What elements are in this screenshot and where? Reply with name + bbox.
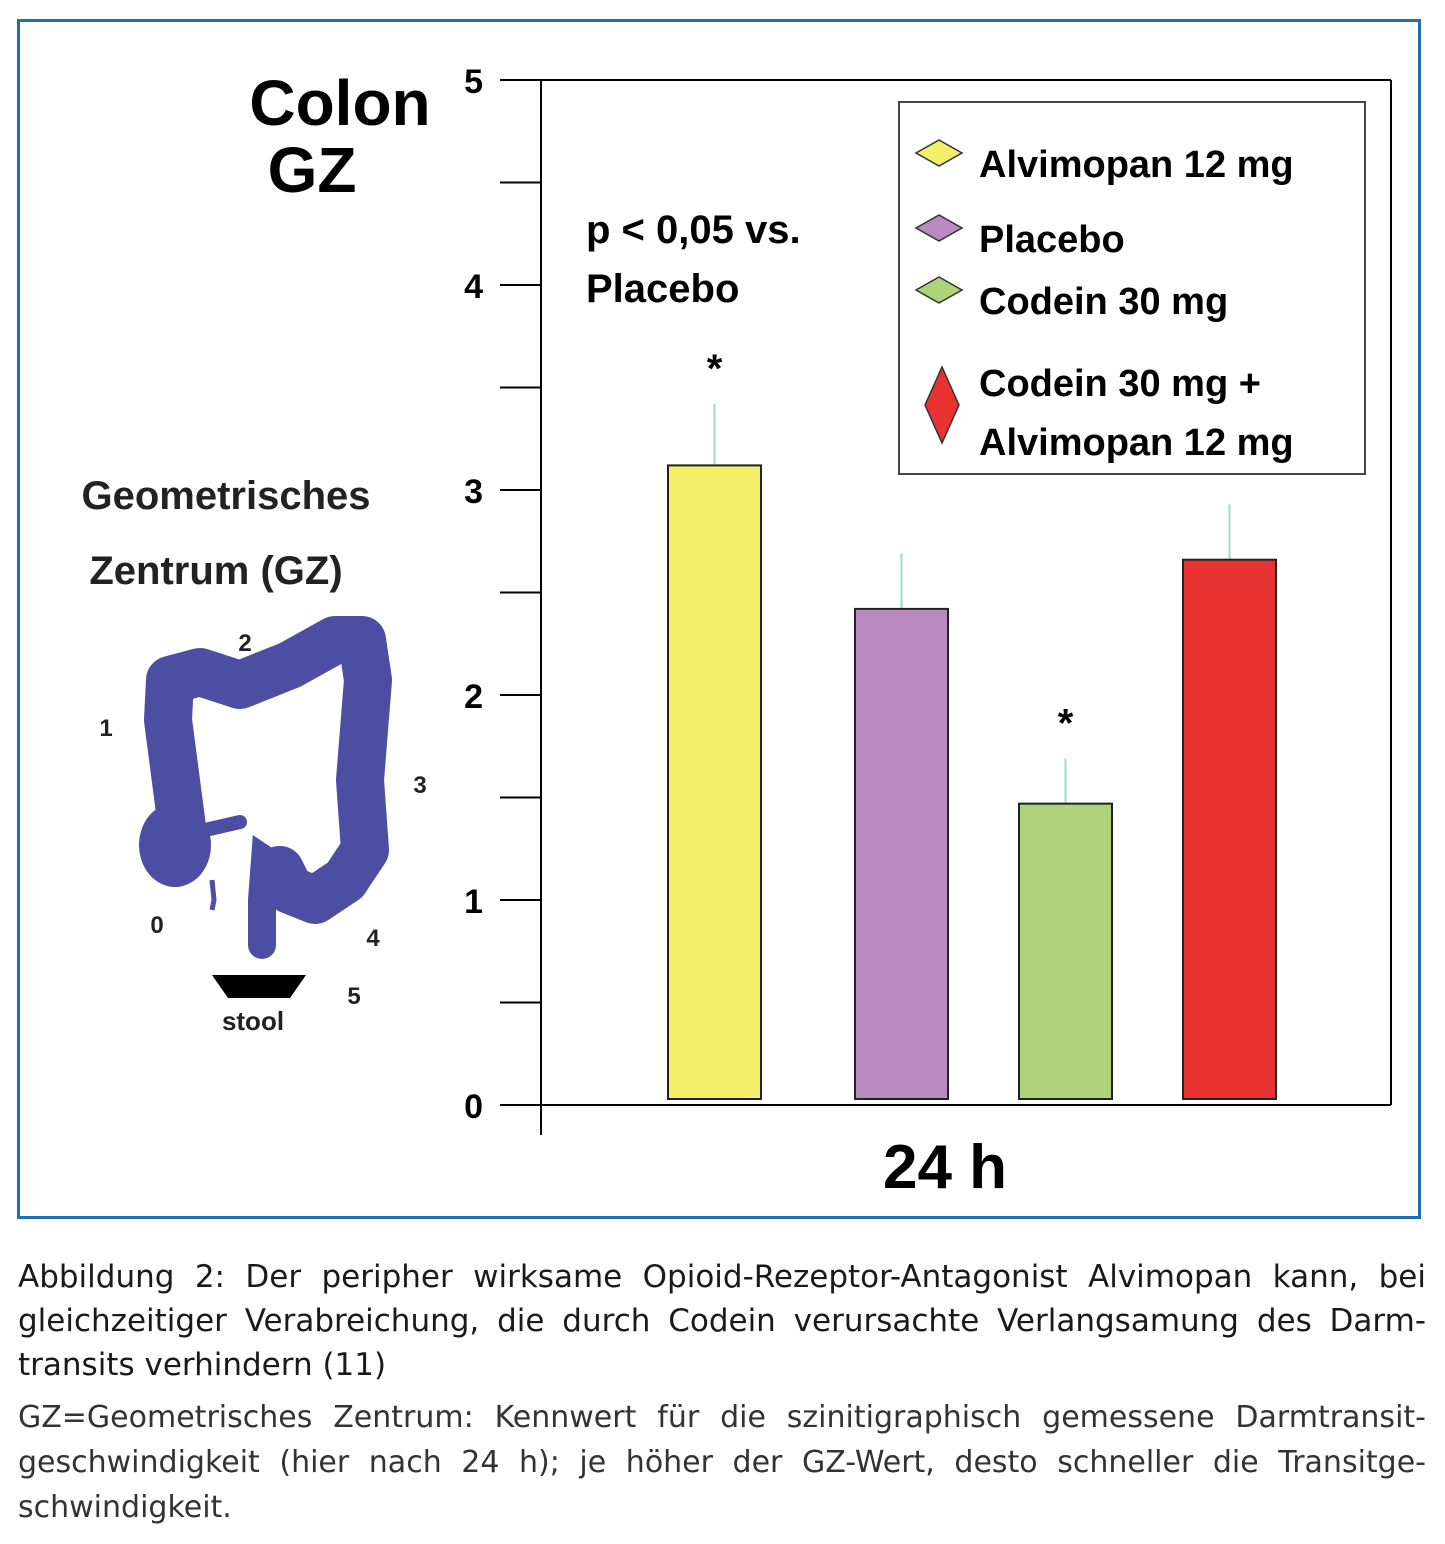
y-tick-label: 5 bbox=[464, 63, 483, 101]
segment-label: 5 bbox=[347, 983, 360, 1010]
legend-marker bbox=[924, 365, 960, 445]
annotation-line: Placebo bbox=[586, 267, 739, 311]
inset-title-line: Geometrisches bbox=[81, 474, 370, 518]
caption-title: Abbildung 2: Der peripher wirksame Opioi… bbox=[18, 1259, 1426, 1383]
legend-marker bbox=[914, 139, 964, 167]
caption-text: GZ=Geometrisches Zentrum: Kennwert für d… bbox=[18, 1400, 1426, 1525]
y-tick-label: 3 bbox=[464, 473, 483, 511]
stool-label: stool bbox=[222, 1006, 284, 1036]
significance-marker: * bbox=[1058, 702, 1074, 746]
plot-axes: 0 1 2 3 4 5 24 h bbox=[464, 63, 1392, 1202]
segment-label: 1 bbox=[99, 715, 112, 742]
x-axis-label: 24 h bbox=[883, 1133, 1007, 1202]
figure-frame bbox=[17, 19, 1421, 1219]
segment-label: 0 bbox=[150, 912, 163, 939]
segment-label: 3 bbox=[413, 772, 426, 799]
legend-label: Codein 30 mg bbox=[979, 281, 1228, 323]
colon-diagram: Geometrisches Zentrum (GZ) 0 1 2 3 4 5 stool bbox=[81, 474, 426, 1036]
y-tick-label: 4 bbox=[464, 268, 483, 306]
stool-icon bbox=[212, 975, 306, 998]
legend: Alvimopan 12 mg Placebo Codein 30 mg Codein… bbox=[898, 101, 1366, 475]
rectum-shape bbox=[248, 835, 294, 959]
legend-label: Codein 30 mg + bbox=[979, 363, 1261, 405]
y-tick-label: 0 bbox=[464, 1088, 483, 1126]
ileum-shape bbox=[209, 879, 217, 911]
bar bbox=[667, 464, 762, 1100]
legend-label: Placebo bbox=[979, 219, 1125, 261]
annotation-line: p < 0,05 vs. bbox=[586, 208, 801, 252]
cecum-shape bbox=[139, 803, 211, 887]
segment-label: 4 bbox=[366, 925, 380, 952]
appendix-shape bbox=[198, 815, 247, 837]
colon-shape bbox=[144, 616, 392, 924]
bars-group: ** bbox=[667, 347, 1277, 1101]
inset-title-line: Zentrum (GZ) bbox=[89, 549, 342, 593]
chart-title-line: Colon bbox=[249, 67, 430, 139]
segment-label: 2 bbox=[238, 630, 251, 657]
legend-box bbox=[898, 101, 1366, 475]
bar bbox=[1182, 558, 1277, 1100]
legend-marker bbox=[914, 276, 964, 304]
chart-title-line: GZ bbox=[268, 134, 357, 206]
annotations: p < 0,05 vs. Placebo bbox=[586, 208, 801, 311]
y-tick-label: 2 bbox=[464, 678, 483, 716]
legend-marker bbox=[914, 214, 964, 242]
y-tick-label: 1 bbox=[464, 883, 483, 921]
bar bbox=[854, 607, 949, 1101]
legend-label: Alvimopan 12 mg bbox=[979, 144, 1294, 186]
bar bbox=[1018, 802, 1113, 1101]
legend-label: Alvimopan 12 mg bbox=[979, 422, 1294, 464]
significance-marker: * bbox=[707, 347, 723, 391]
